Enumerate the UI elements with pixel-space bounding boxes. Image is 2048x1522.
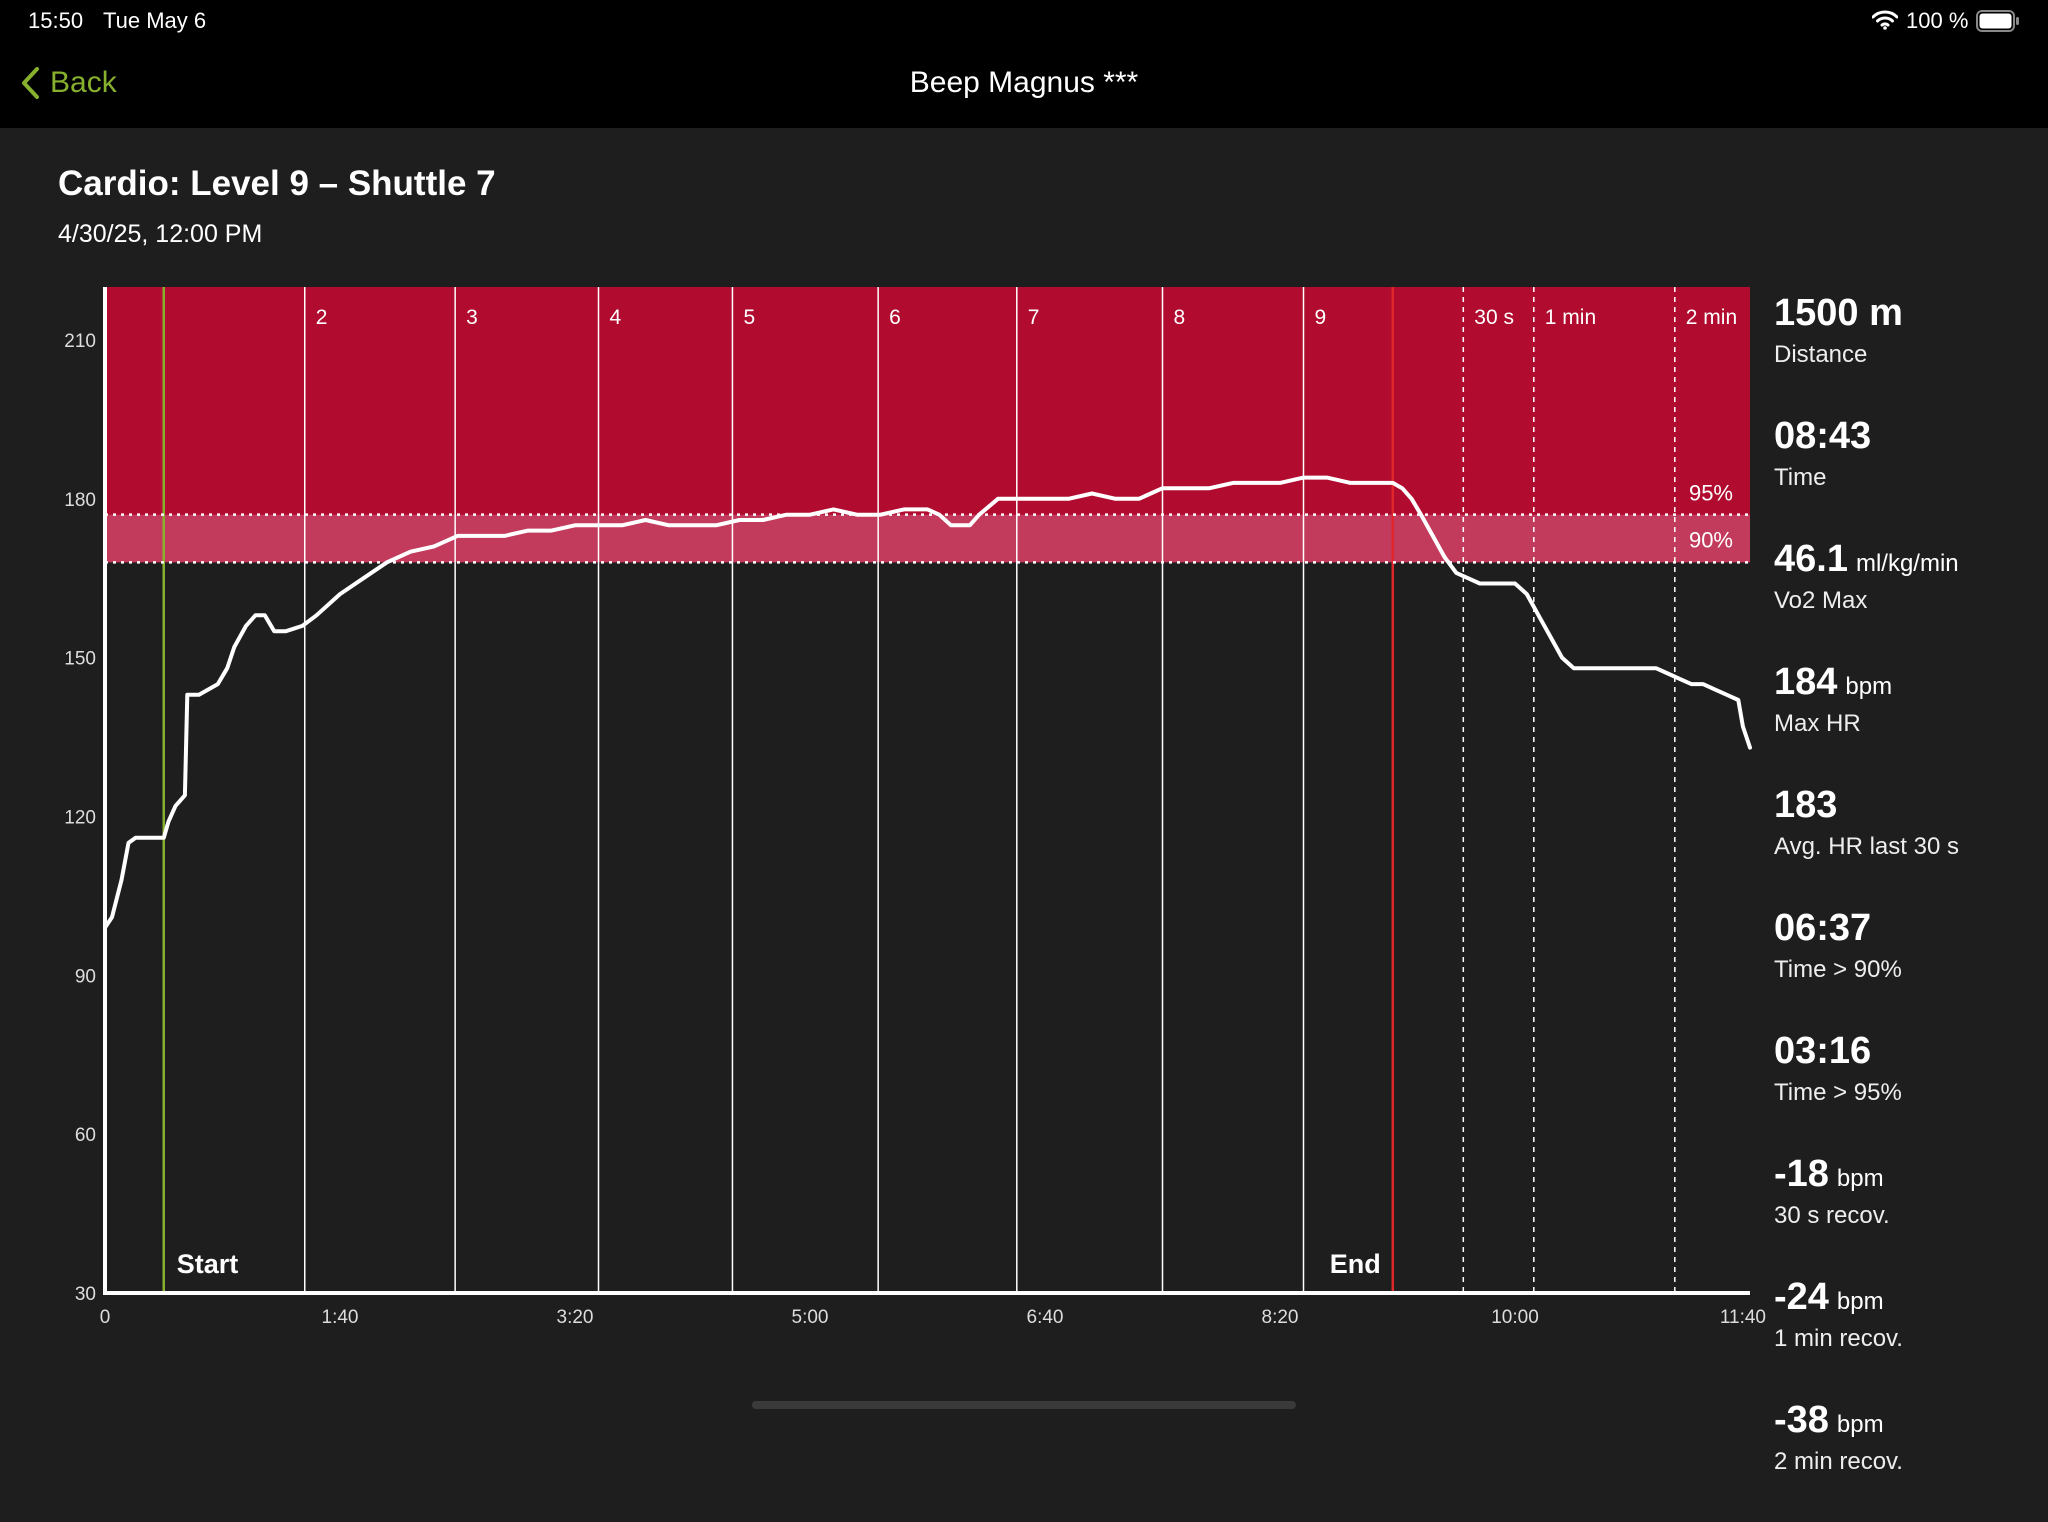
status-time: 15:50 (28, 8, 84, 33)
stat-value: 183 (1774, 784, 1838, 826)
heart-rate-chart: Start 2 3 4 5 6 7 8 9 End 30 s 1 min 2 min 90% 95% 30 60… (64, 287, 1766, 1328)
threshold-label: 90% (1689, 528, 1733, 553)
stat-value: 08:43 (1774, 415, 1872, 457)
status-bar: 15:50 Tue May 6 100 % (0, 0, 2048, 42)
stat-value: 184 (1774, 661, 1838, 703)
stat-value: -18 (1774, 1153, 1829, 1195)
page-date: 4/30/25, 12:00 PM (58, 220, 263, 248)
recovery-marker-label: 2 min (1686, 306, 1737, 329)
level-marker-label: 5 (743, 306, 755, 329)
stat-unit: bpm (1845, 673, 1893, 700)
stat-1min-recovery: -24 bpm 1 min recov. (1774, 1276, 2044, 1399)
battery-percent: 100 % (1906, 8, 1969, 33)
stat-avg-hr-last-30s: 183 Avg. HR last 30 s (1774, 784, 2044, 907)
home-indicator (752, 1401, 1296, 1409)
level-marker-label: 2 (316, 306, 328, 329)
recovery-marker-label: 30 s (1474, 306, 1514, 329)
battery-icon (1976, 10, 2019, 32)
stat-label: Avg. HR last 30 s (1774, 833, 1959, 860)
x-tick-label: 0 (100, 1307, 111, 1328)
stat-time-over-90: 06:37 Time > 90% (1774, 907, 2044, 1030)
stat-label: Time > 90% (1774, 956, 1902, 983)
x-tick-label: 1:40 (322, 1307, 359, 1328)
y-tick-label: 180 (64, 490, 96, 511)
level-marker-label: 7 (1028, 306, 1040, 329)
threshold-label: 95% (1689, 481, 1733, 506)
threshold-band (105, 514, 1750, 563)
x-tick-label: 11:40 (1720, 1307, 1766, 1328)
end-label: End (1330, 1249, 1381, 1279)
back-label: Back (50, 66, 117, 99)
stat-unit: bpm (1836, 1411, 1884, 1438)
stat-unit: bpm (1836, 1165, 1884, 1192)
stat-label: Distance (1774, 341, 1868, 368)
stat-30s-recovery: -18 bpm 30 s recov. (1774, 1153, 2044, 1276)
recovery-marker-label: 1 min (1545, 306, 1596, 329)
x-tick-label: 8:20 (1262, 1307, 1299, 1328)
level-marker-label: 8 (1174, 306, 1186, 329)
y-tick-label: 30 (75, 1284, 96, 1305)
x-tick-label: 6:40 (1027, 1307, 1064, 1328)
x-tick-label: 10:00 (1491, 1307, 1539, 1328)
nav-title: Beep Magnus *** (909, 66, 1139, 99)
stat-2min-recovery: -38 bpm 2 min recov. (1774, 1399, 2044, 1522)
stat-label: Time > 95% (1774, 1079, 1902, 1106)
stat-value: -24 (1774, 1276, 1829, 1318)
y-tick-label: 90 (75, 966, 96, 987)
status-date: Tue May 6 (103, 8, 207, 33)
wifi-icon (1872, 10, 1898, 30)
stat-label: Time (1774, 464, 1827, 491)
page-title: Cardio: Level 9 – Shuttle 7 (58, 164, 496, 203)
stat-value: 1500 m (1774, 292, 1903, 334)
y-tick-label: 150 (64, 649, 96, 670)
stat-label: Max HR (1774, 710, 1861, 737)
stat-time-over-95: 03:16 Time > 95% (1774, 1030, 2044, 1153)
y-tick-label: 60 (75, 1125, 96, 1146)
level-marker-label: 6 (889, 306, 901, 329)
stat-time: 08:43 Time (1774, 415, 2044, 538)
level-marker-label: 3 (466, 306, 478, 329)
navigation-bar: Back Beep Magnus *** (0, 42, 2048, 128)
stat-value: 46.1 (1774, 538, 1848, 580)
stat-vo2-max: 46.1 ml/kg/min Vo2 Max (1774, 538, 2044, 661)
start-label: Start (177, 1249, 239, 1279)
x-tick-label: 5:00 (792, 1307, 829, 1328)
y-tick-label: 120 (64, 807, 96, 828)
stat-label: Vo2 Max (1774, 587, 1868, 614)
heart-rate-line (103, 475, 1752, 930)
chevron-left-icon (22, 67, 39, 99)
stat-value: -38 (1774, 1399, 1829, 1441)
stat-label: 1 min recov. (1774, 1325, 1903, 1352)
stat-distance: 1500 m Distance (1774, 292, 2044, 415)
back-button[interactable]: Back (20, 66, 117, 100)
stat-unit: bpm (1836, 1288, 1884, 1315)
stats-panel: 1500 m Distance 08:43 Time 46.1 ml/kg/min… (1774, 292, 2044, 1522)
stat-value: 06:37 (1774, 907, 1872, 949)
level-marker-label: 4 (610, 306, 622, 329)
x-tick-label: 3:20 (557, 1307, 594, 1328)
stat-max-hr: 184 bpm Max HR (1774, 661, 2044, 784)
stat-value: 03:16 (1774, 1030, 1872, 1072)
stat-unit: ml/kg/min (1855, 550, 1959, 577)
level-marker-label: 9 (1315, 306, 1327, 329)
y-tick-label: 210 (64, 331, 96, 352)
stat-label: 30 s recov. (1774, 1202, 1890, 1229)
stat-label: 2 min recov. (1774, 1448, 1903, 1475)
